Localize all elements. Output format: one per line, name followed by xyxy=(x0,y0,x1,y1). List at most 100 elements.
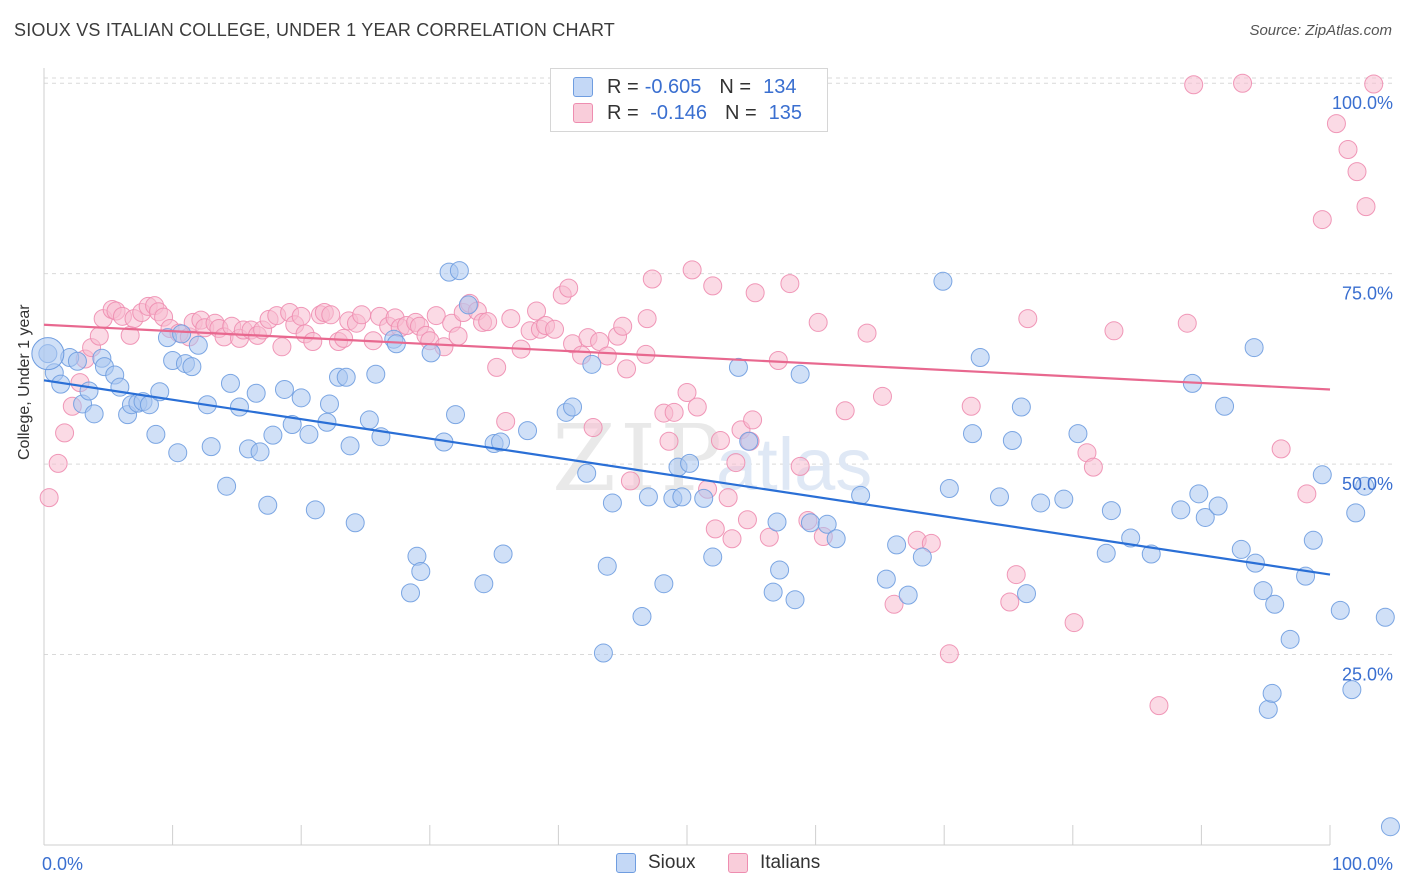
source-credit: Source: ZipAtlas.com xyxy=(1249,22,1392,39)
sioux-point xyxy=(1002,431,1022,451)
sioux-point xyxy=(1215,396,1235,416)
sioux-point xyxy=(366,364,386,384)
italians-point xyxy=(1149,696,1169,716)
sioux-point xyxy=(1031,493,1051,513)
sioux-point xyxy=(84,404,104,424)
italians-point xyxy=(1271,439,1291,459)
sioux-point xyxy=(1208,496,1228,516)
italians-point xyxy=(664,402,684,422)
italians-point xyxy=(1104,321,1124,341)
sioux-point xyxy=(449,261,469,281)
italians-point xyxy=(559,278,579,298)
italians-point xyxy=(872,386,892,406)
sioux-point xyxy=(319,394,339,414)
legend-item-italians: Italians xyxy=(728,852,820,874)
italians-point xyxy=(790,456,810,476)
italians-point xyxy=(857,323,877,343)
italians-point xyxy=(705,519,725,539)
italians-point xyxy=(617,359,637,379)
italians-point xyxy=(1233,73,1253,93)
italians-point xyxy=(55,423,75,443)
sioux-point xyxy=(305,500,325,520)
sioux-point xyxy=(299,424,319,444)
y-tick-label: 100.0% xyxy=(1332,93,1393,113)
sioux-point xyxy=(770,560,790,580)
grid-lines xyxy=(44,77,1392,656)
n-label: N = xyxy=(724,101,757,124)
sioux-point xyxy=(1375,607,1395,627)
legend-row-italians: R = -0.146 N = 135 xyxy=(573,101,802,125)
sioux-point xyxy=(1262,683,1282,703)
italians-point xyxy=(1347,162,1367,182)
italians-point xyxy=(921,533,941,553)
sioux-trend-line xyxy=(43,379,1331,576)
sioux-point xyxy=(1342,680,1362,700)
sioux-point xyxy=(172,324,192,344)
italians-point xyxy=(303,331,323,351)
sioux-point xyxy=(703,547,723,567)
sioux-point xyxy=(1231,539,1251,559)
sioux-point xyxy=(79,381,99,401)
sioux-point xyxy=(1244,338,1264,358)
sioux-point xyxy=(767,512,787,532)
sioux-point xyxy=(593,643,613,663)
sioux-swatch xyxy=(573,77,593,97)
italians-points xyxy=(39,73,1384,716)
italians-point xyxy=(1006,565,1026,585)
sioux-point xyxy=(359,410,379,430)
sioux-points xyxy=(31,261,1400,837)
sioux-point xyxy=(493,544,513,564)
italians-point xyxy=(1184,75,1204,95)
sioux-point xyxy=(1253,581,1273,601)
italians-point xyxy=(1000,592,1020,612)
sioux-point xyxy=(898,585,918,605)
sioux-point xyxy=(263,425,283,445)
sioux-point xyxy=(282,415,302,435)
sioux-point xyxy=(421,343,441,363)
italians-point xyxy=(291,306,311,326)
sioux-point xyxy=(250,442,270,462)
r-label: R = xyxy=(607,75,639,98)
sioux-point xyxy=(728,357,748,377)
sioux-point xyxy=(654,574,674,594)
italians-point xyxy=(426,306,446,326)
sioux-point xyxy=(246,383,266,403)
italians-point xyxy=(352,305,372,325)
italians-trend-line xyxy=(43,323,1331,391)
sioux-point xyxy=(602,493,622,513)
italians-point xyxy=(487,357,507,377)
italians-point xyxy=(884,594,904,614)
sioux-point xyxy=(1171,500,1191,520)
italians-point xyxy=(583,418,603,438)
sioux-point xyxy=(680,453,700,473)
correlation-legend: R = -0.605 N = 134 R = -0.146 N = 135 xyxy=(550,68,828,132)
sioux-point xyxy=(229,397,249,417)
legend-item-sioux: Sioux xyxy=(616,852,696,874)
italians-point xyxy=(39,488,59,508)
sioux-point xyxy=(597,556,617,576)
italians-point xyxy=(1326,114,1346,134)
italians-point xyxy=(1338,140,1358,160)
sioux-point xyxy=(336,367,356,387)
sioux-point xyxy=(1011,397,1031,417)
sioux-point xyxy=(1280,629,1300,649)
italians-point xyxy=(613,316,633,336)
sioux-point xyxy=(291,388,311,408)
italians-point xyxy=(808,312,828,332)
sioux-point xyxy=(1054,489,1074,509)
sioux-point xyxy=(188,335,208,355)
italians-point xyxy=(496,411,516,431)
sioux-point xyxy=(1355,476,1375,496)
italians-point xyxy=(1064,613,1084,633)
sioux-point xyxy=(1303,530,1323,550)
sioux-point xyxy=(563,397,583,417)
sioux-point xyxy=(817,514,837,534)
sioux-point xyxy=(577,463,597,483)
sioux-point xyxy=(694,488,714,508)
sioux-point xyxy=(146,424,166,444)
italians-point xyxy=(527,301,547,321)
sioux-point xyxy=(763,582,783,602)
sioux-point xyxy=(876,569,896,589)
sioux-point xyxy=(491,432,511,452)
